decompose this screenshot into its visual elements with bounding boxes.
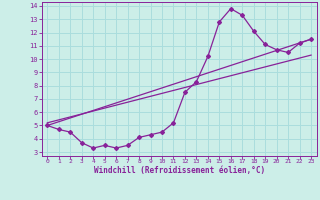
X-axis label: Windchill (Refroidissement éolien,°C): Windchill (Refroidissement éolien,°C) — [94, 166, 265, 175]
